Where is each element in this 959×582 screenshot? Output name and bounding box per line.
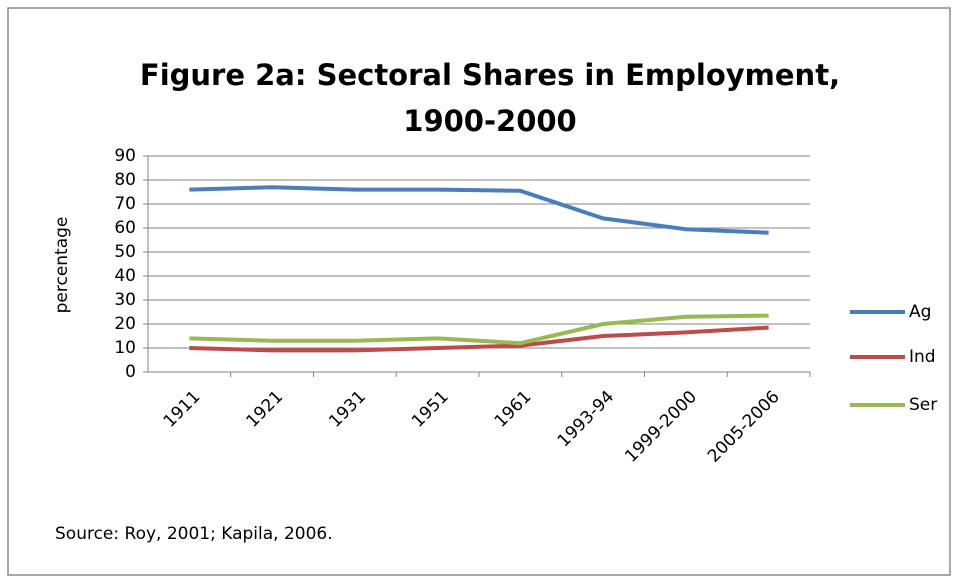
x-tick-label: 1961 <box>491 387 536 432</box>
x-tick-label: 1951 <box>408 387 453 432</box>
series-line <box>189 313 769 346</box>
legend-label: Ser <box>909 395 937 415</box>
y-tick-label: 60 <box>114 218 136 238</box>
y-tick-label: 80 <box>114 170 136 190</box>
chart-title: Figure 2a: Sectoral Shares in Employment… <box>139 58 841 138</box>
y-tick-label: 20 <box>114 314 136 334</box>
y-tick-label: 10 <box>114 338 136 358</box>
y-tick-label: 70 <box>114 194 136 214</box>
chart-border <box>7 7 951 576</box>
y-tick-label: 50 <box>114 242 136 262</box>
series-line <box>189 185 769 235</box>
y-tick-label: 30 <box>114 290 136 310</box>
x-tick-label: 1993-94 <box>554 387 618 451</box>
x-tick-label: 2005-2006 <box>704 387 784 467</box>
source-note: Source: Roy, 2001; Kapila, 2006. <box>55 524 333 544</box>
legend-label: Ind <box>909 347 936 367</box>
x-tick-label: 1999-2000 <box>621 387 701 467</box>
y-tick-label: 40 <box>114 266 136 286</box>
legend-label: Ag <box>909 302 931 322</box>
y-tick-label: 90 <box>114 146 136 166</box>
x-tick-label: 1921 <box>242 387 287 432</box>
x-tick-label: 1911 <box>160 387 205 432</box>
y-tick-label: 0 <box>125 362 136 382</box>
series-line <box>189 325 769 353</box>
y-axis-label: percentage <box>52 217 72 314</box>
x-tick-label: 1931 <box>325 387 370 432</box>
